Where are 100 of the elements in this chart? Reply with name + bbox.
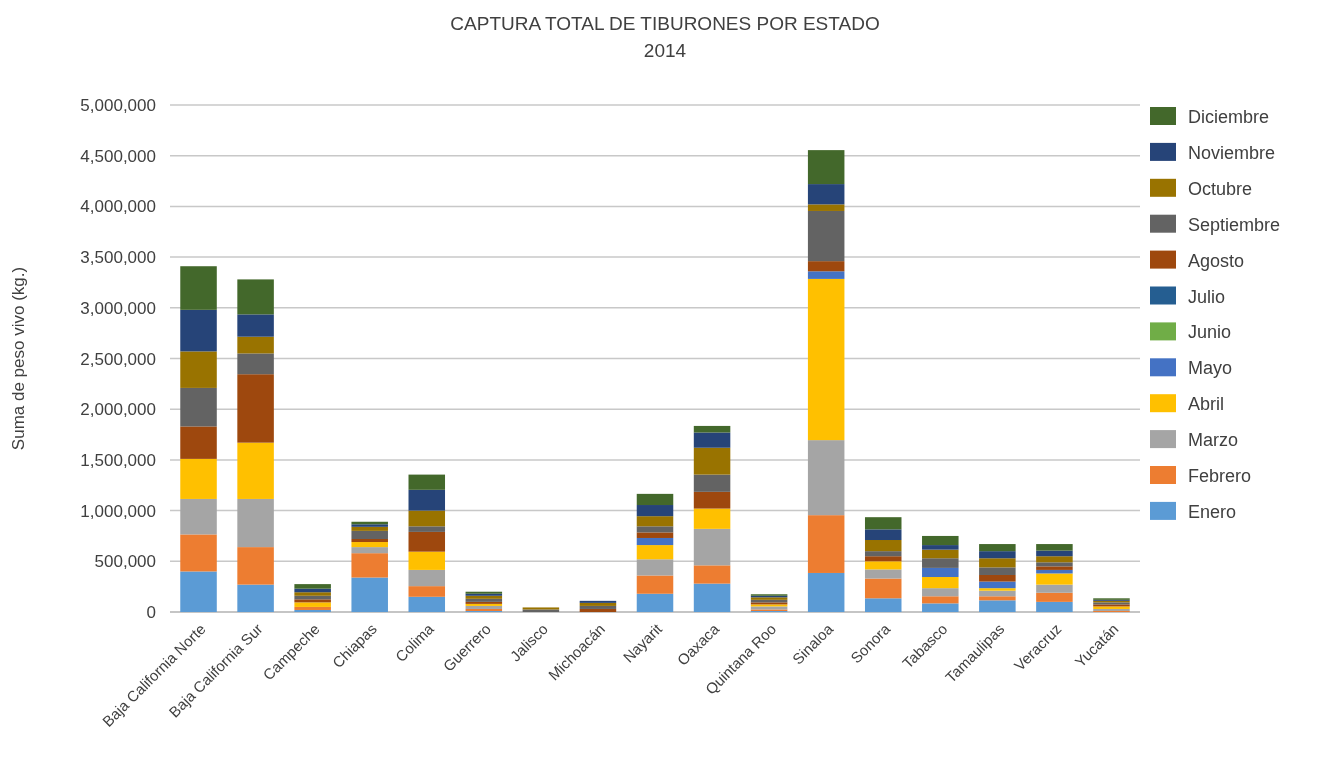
- bar: [807, 150, 845, 185]
- bar: [237, 547, 274, 585]
- bar: [807, 440, 845, 516]
- bar: [922, 577, 959, 589]
- bar: [408, 586, 446, 597]
- y-tick-label: 1,000,000: [80, 501, 156, 521]
- bar: [636, 505, 674, 517]
- bar: [294, 599, 331, 603]
- y-tick-label: 500,000: [94, 552, 156, 572]
- bar: [237, 314, 274, 337]
- bar: [351, 530, 388, 539]
- bar: [1036, 584, 1073, 593]
- bar: [864, 529, 902, 541]
- legend-label: Diciembre: [1188, 107, 1270, 127]
- bar: [864, 551, 902, 557]
- bar: [1036, 601, 1073, 612]
- bar: [807, 515, 845, 573]
- bar: [351, 526, 388, 531]
- bar: [693, 447, 731, 475]
- legend-label: Mayo: [1188, 358, 1233, 379]
- legend-label: Noviembre: [1188, 142, 1276, 163]
- bar: [237, 353, 274, 375]
- bar: [807, 210, 845, 262]
- bar: [1036, 556, 1073, 563]
- bar: [294, 584, 331, 589]
- bar: [180, 498, 217, 535]
- bar: [408, 551, 446, 570]
- bar: [864, 578, 902, 599]
- bar: [237, 336, 274, 354]
- legend-label: Julio: [1188, 286, 1226, 307]
- bar: [180, 571, 217, 612]
- bar: [922, 558, 959, 568]
- legend-label: Agosto: [1188, 250, 1245, 271]
- bar: [180, 387, 217, 427]
- bar: [351, 577, 388, 612]
- bar: [807, 278, 845, 441]
- bar: [807, 204, 845, 211]
- bar: [979, 558, 1016, 568]
- bar: [864, 569, 902, 579]
- bar: [237, 374, 274, 443]
- chart-title: CAPTURA TOTAL DE TIBURONES POR ESTADO: [450, 13, 880, 34]
- bar: [922, 603, 959, 612]
- bar: [693, 425, 731, 433]
- bar: [1036, 550, 1073, 557]
- chart-subtitle: 2014: [643, 40, 687, 61]
- bar: [636, 532, 674, 538]
- bar: [922, 549, 959, 559]
- bar: [864, 540, 902, 552]
- bar: [693, 565, 731, 584]
- bar: [807, 271, 845, 279]
- bar: [408, 596, 446, 612]
- bar: [180, 309, 217, 352]
- bar: [294, 602, 331, 607]
- bar: [922, 596, 959, 604]
- bar: [693, 474, 731, 492]
- legend-label: Abril: [1188, 394, 1225, 415]
- bar: [864, 556, 902, 562]
- bar: [408, 526, 446, 532]
- y-tick-label: 2,000,000: [80, 400, 156, 420]
- bar: [351, 547, 388, 554]
- bar: [922, 535, 959, 546]
- bar: [408, 489, 446, 511]
- bar: [1036, 562, 1073, 567]
- bar: [636, 516, 674, 527]
- bar: [636, 559, 674, 576]
- bar: [408, 474, 446, 490]
- bar: [180, 426, 217, 459]
- bar: [636, 526, 674, 533]
- bar: [693, 491, 731, 509]
- bar: [979, 590, 1016, 597]
- bar: [408, 531, 446, 552]
- bar: [237, 442, 274, 499]
- legend-label: Enero: [1188, 501, 1237, 522]
- bar: [693, 583, 731, 612]
- legend-label: Febrero: [1188, 466, 1252, 486]
- bar: [979, 588, 1016, 591]
- legend-label: Marzo: [1188, 430, 1239, 451]
- bar: [693, 432, 731, 448]
- y-tick-label: 3,500,000: [80, 248, 156, 268]
- bar: [807, 184, 845, 205]
- bar: [1036, 544, 1073, 551]
- y-axis-title: Suma de peso vivo (kg.): [9, 266, 28, 451]
- bar: [807, 261, 845, 272]
- bar: [922, 545, 959, 550]
- legend-label: Junio: [1188, 322, 1232, 343]
- bar: [636, 537, 674, 546]
- bar: [636, 575, 674, 594]
- bar: [807, 572, 845, 612]
- bar: [636, 545, 674, 560]
- bar: [294, 592, 331, 596]
- bar: [636, 493, 674, 506]
- y-tick-label: 1,500,000: [80, 450, 156, 470]
- y-tick-label: 4,500,000: [80, 146, 156, 166]
- bar: [693, 508, 731, 529]
- bar: [180, 534, 217, 572]
- y-tick-label: 5,000,000: [80, 96, 156, 115]
- bar: [237, 279, 274, 315]
- bar: [351, 538, 388, 543]
- bar: [922, 588, 959, 597]
- y-tick-label: 4,000,000: [80, 197, 156, 217]
